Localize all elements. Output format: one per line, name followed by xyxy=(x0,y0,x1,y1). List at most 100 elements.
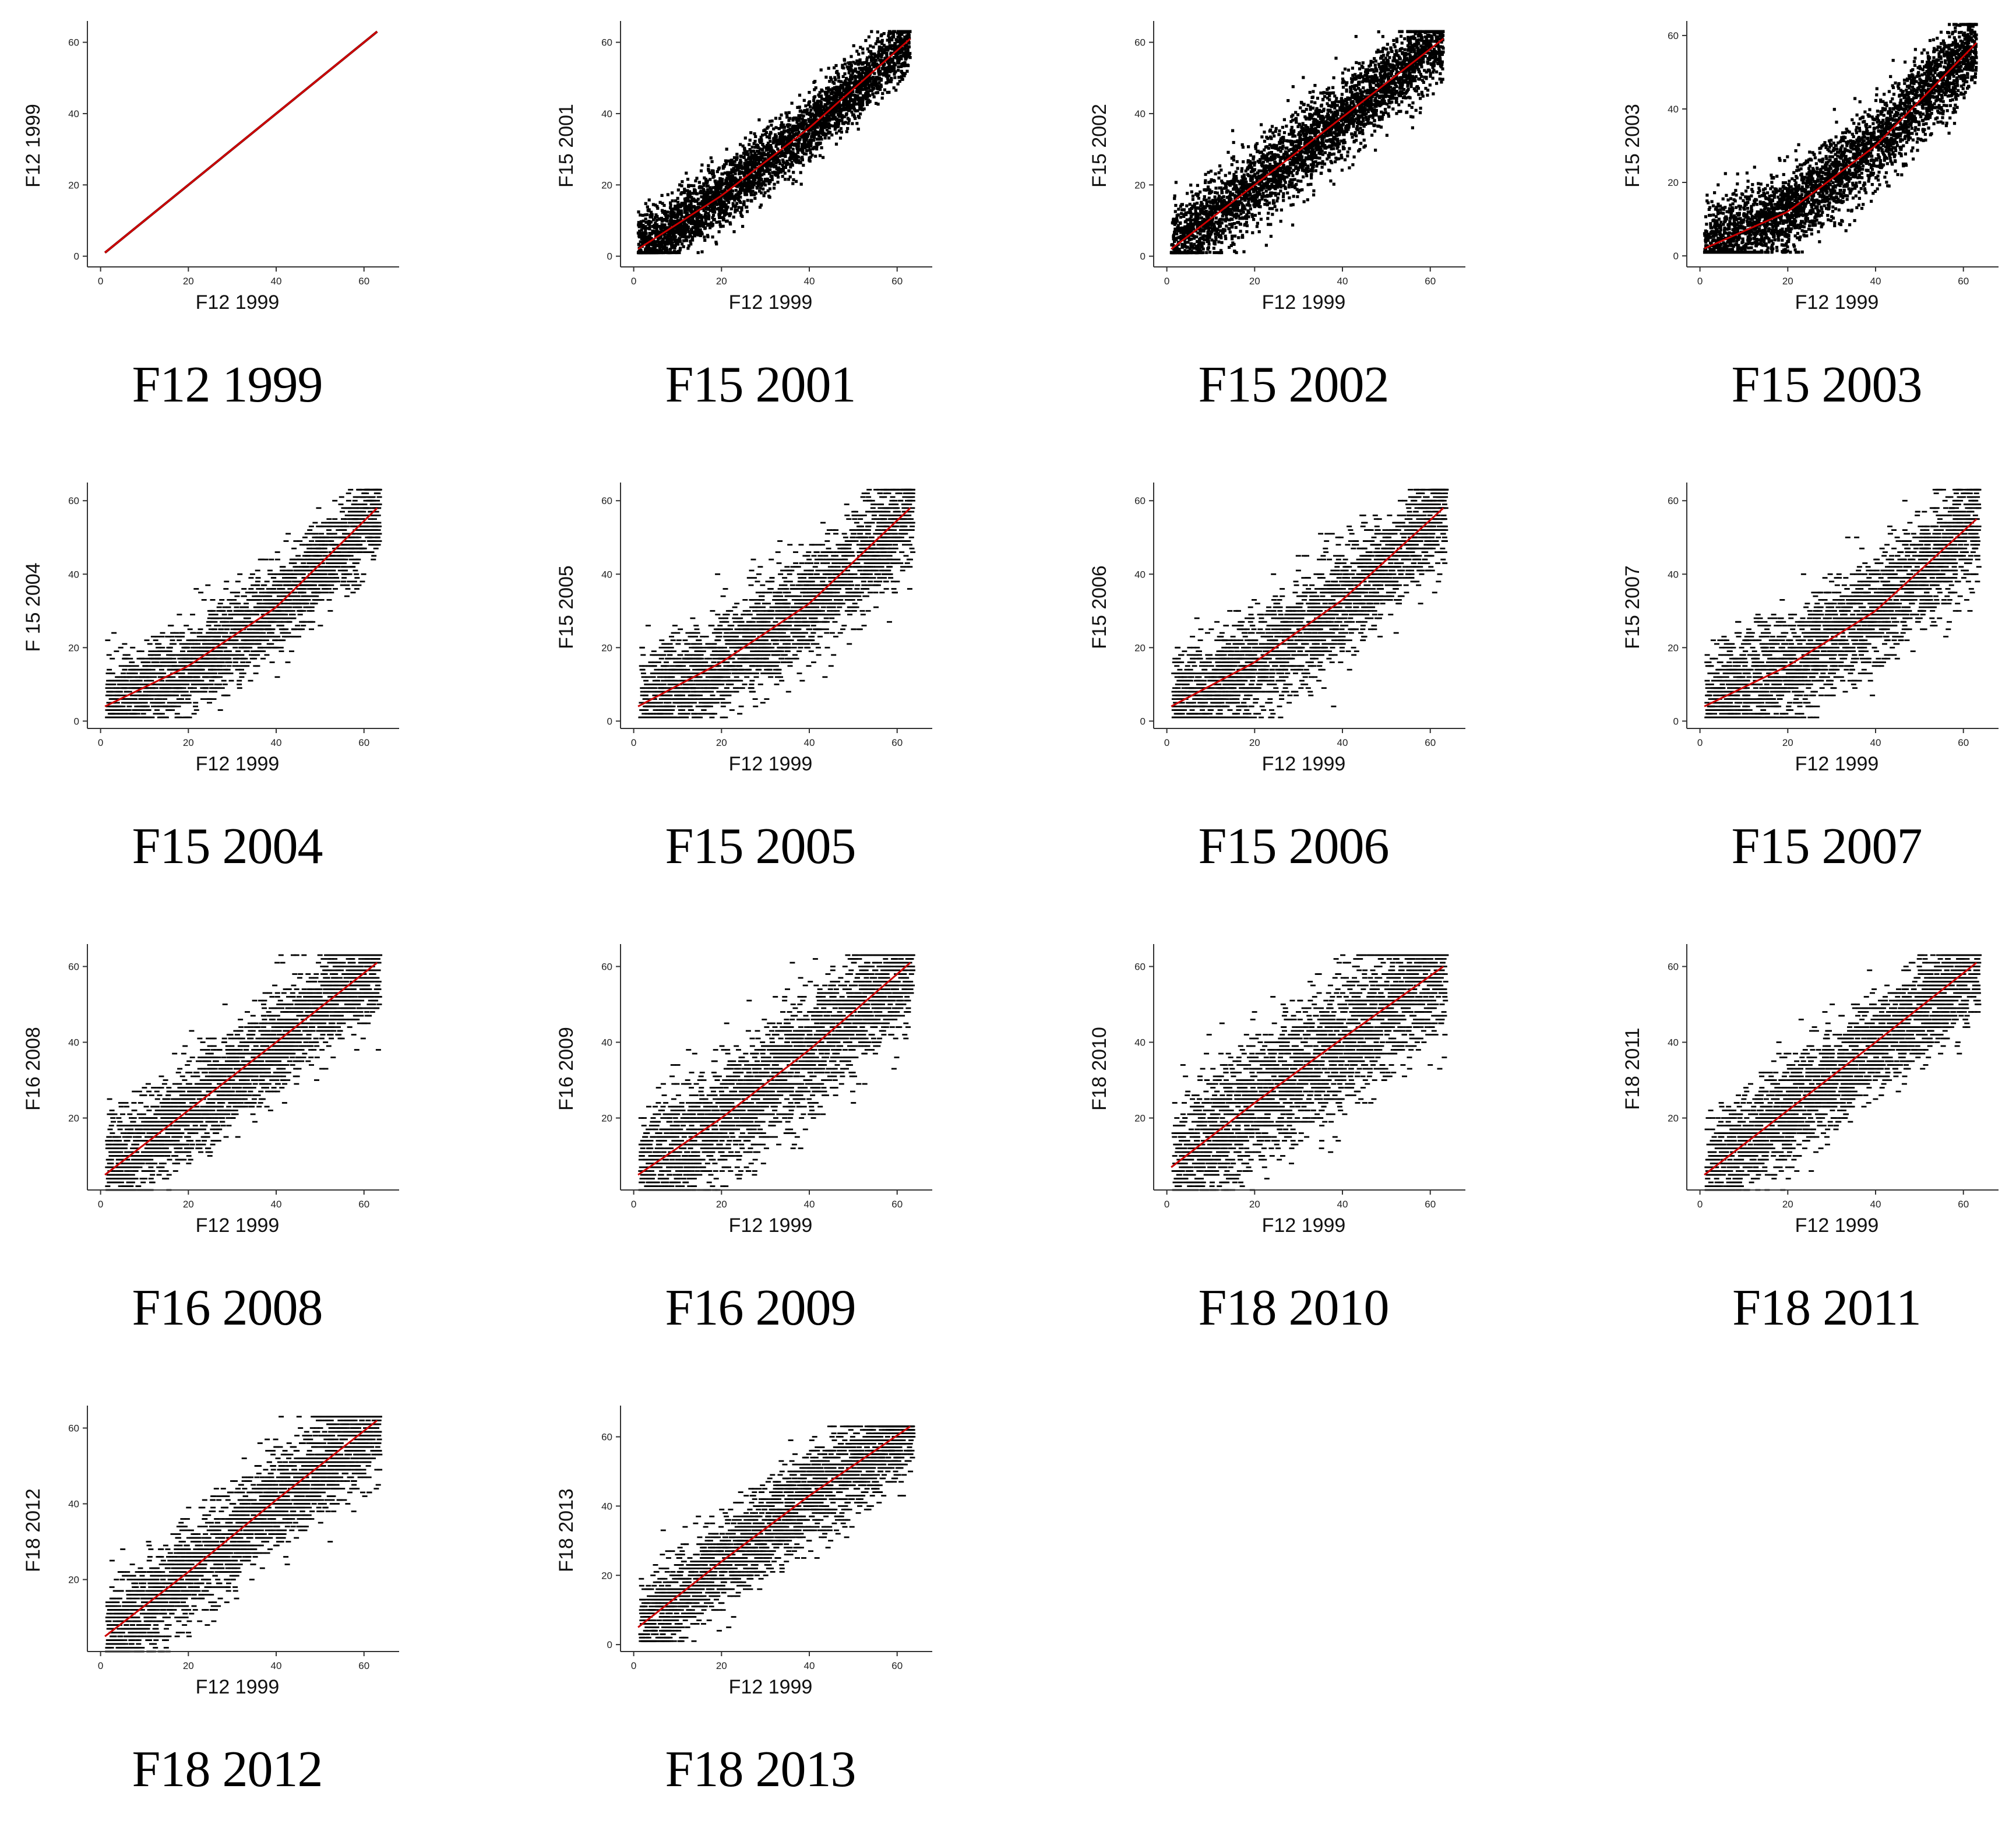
data-point xyxy=(667,234,669,237)
data-point xyxy=(732,216,735,219)
data-point xyxy=(762,188,764,191)
data-point xyxy=(760,169,763,172)
data-point xyxy=(824,76,827,79)
data-point xyxy=(1296,195,1299,198)
data-point xyxy=(671,199,674,202)
data-point xyxy=(859,61,862,64)
data-point xyxy=(698,186,701,189)
x-tick-label: 20 xyxy=(716,276,727,287)
data-point xyxy=(880,53,883,56)
data-point xyxy=(647,209,650,212)
data-point xyxy=(1432,92,1435,95)
data-point xyxy=(774,117,777,119)
data-point xyxy=(810,141,813,144)
y-tick-label: 40 xyxy=(68,108,79,119)
x-axis-label: F12 1999 xyxy=(196,291,280,314)
data-point xyxy=(795,153,798,156)
data-point xyxy=(1426,94,1429,97)
data-point xyxy=(908,45,911,48)
data-point xyxy=(763,146,766,149)
data-point xyxy=(639,251,642,254)
data-point xyxy=(831,89,834,91)
data-point xyxy=(842,75,845,78)
data-point xyxy=(741,225,744,228)
data-point xyxy=(664,242,667,245)
data-point xyxy=(746,181,749,184)
data-point xyxy=(1258,230,1261,233)
data-point xyxy=(855,122,858,125)
data-point xyxy=(784,148,787,151)
data-point xyxy=(697,205,700,208)
data-point xyxy=(692,184,695,187)
data-point xyxy=(687,230,690,233)
data-point xyxy=(862,61,865,64)
data-point xyxy=(683,210,686,213)
data-point xyxy=(852,113,855,116)
data-point xyxy=(858,106,861,109)
data-point xyxy=(907,53,910,56)
data-point xyxy=(754,146,757,149)
data-point xyxy=(890,80,893,83)
data-point xyxy=(781,164,784,167)
data-point xyxy=(800,183,803,186)
data-point xyxy=(1344,159,1347,161)
data-point xyxy=(796,150,799,153)
data-point xyxy=(686,189,689,192)
data-point xyxy=(1419,97,1422,100)
data-point xyxy=(1419,107,1422,110)
data-point xyxy=(870,68,873,71)
data-point xyxy=(748,143,750,146)
data-point xyxy=(1217,241,1220,244)
data-point xyxy=(1205,199,1208,202)
data-point xyxy=(1372,116,1374,119)
data-point xyxy=(816,123,819,126)
data-point xyxy=(1320,172,1323,175)
data-point xyxy=(684,228,687,231)
data-point xyxy=(690,203,693,206)
data-point xyxy=(639,233,642,235)
data-point xyxy=(703,202,706,205)
data-point xyxy=(1196,184,1199,187)
data-point xyxy=(789,128,792,131)
data-point xyxy=(1232,141,1235,144)
data-point xyxy=(710,156,713,159)
data-point xyxy=(791,182,794,185)
data-point xyxy=(703,195,706,198)
data-point xyxy=(792,148,795,151)
data-point xyxy=(827,67,830,70)
data-point xyxy=(851,98,854,101)
data-point xyxy=(1239,230,1242,233)
data-point xyxy=(1346,154,1349,157)
data-point xyxy=(819,91,822,94)
data-point xyxy=(857,53,860,56)
data-point xyxy=(1375,114,1378,117)
data-point xyxy=(893,56,896,59)
data-point xyxy=(1355,35,1358,38)
data-point xyxy=(753,158,756,161)
data-point xyxy=(860,78,863,80)
data-point xyxy=(695,177,698,179)
data-point xyxy=(653,224,655,227)
data-point xyxy=(661,194,664,197)
data-point xyxy=(848,66,851,69)
data-point xyxy=(1260,135,1263,138)
data-point xyxy=(903,74,906,77)
data-point xyxy=(1362,86,1365,89)
data-point xyxy=(1251,231,1254,234)
data-point xyxy=(764,184,767,186)
data-point xyxy=(836,90,838,93)
data-point xyxy=(1256,225,1259,228)
data-point xyxy=(1374,149,1377,152)
data-point xyxy=(694,214,697,217)
data-point xyxy=(791,118,794,121)
data-point xyxy=(730,207,733,210)
data-point xyxy=(643,251,646,254)
data-point xyxy=(883,32,886,35)
data-point xyxy=(765,131,768,134)
data-point xyxy=(847,61,850,64)
data-point xyxy=(725,209,728,212)
panel-caption: F15 2001 xyxy=(533,355,988,414)
data-point xyxy=(723,214,726,217)
data-point xyxy=(735,189,738,192)
